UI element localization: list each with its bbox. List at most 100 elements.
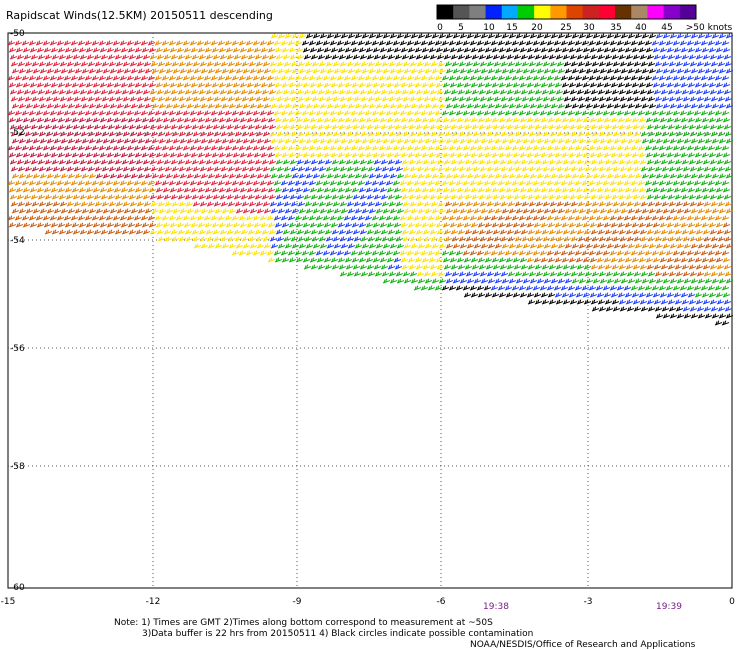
- wind-barb: [590, 229, 599, 235]
- wind-barb: [710, 61, 719, 67]
- wind-barb: [296, 54, 305, 60]
- wind-barb: [294, 75, 303, 81]
- wind-barb: [220, 131, 229, 137]
- wind-barb: [494, 138, 503, 144]
- wind-barb: [441, 285, 450, 291]
- wind-barb: [532, 215, 541, 221]
- wind-barb: [36, 47, 45, 53]
- wind-barb: [295, 82, 304, 88]
- wind-barb: [42, 110, 51, 116]
- wind-barb: [438, 243, 447, 249]
- wind-barb: [644, 215, 653, 221]
- wind-barb: [452, 173, 461, 179]
- wind-barb: [23, 89, 32, 95]
- wind-barb: [161, 145, 170, 151]
- wind-barb: [172, 173, 181, 179]
- wind-barb: [553, 215, 562, 221]
- wind-barb: [51, 229, 60, 235]
- wind-barb: [25, 138, 34, 144]
- wind-barb: [487, 33, 496, 39]
- wind-barb: [429, 54, 438, 60]
- wind-barb: [126, 75, 135, 81]
- wind-barb: [183, 187, 192, 193]
- lat-label-56: -56: [10, 344, 25, 354]
- wind-barb: [273, 180, 282, 186]
- wind-barb: [233, 229, 242, 235]
- wind-barb: [536, 138, 545, 144]
- wind-barb: [105, 110, 114, 116]
- wind-barb: [178, 166, 187, 172]
- wind-barb: [696, 96, 705, 102]
- wind-barb: [498, 187, 507, 193]
- wind-barb: [497, 145, 506, 151]
- wind-barb: [189, 110, 198, 116]
- wind-barb: [254, 194, 263, 200]
- wind-barb: [352, 229, 361, 235]
- wind-barb: [409, 201, 418, 207]
- wind-barb: [485, 194, 494, 200]
- wind-barb: [322, 145, 331, 151]
- wind-barb: [211, 187, 220, 193]
- wind-barb: [113, 82, 122, 88]
- wind-barb: [140, 40, 149, 46]
- wind-barb: [333, 208, 342, 214]
- wind-barb: [480, 173, 489, 179]
- wind-barb: [582, 47, 591, 53]
- wind-barb: [543, 103, 552, 109]
- wind-barb: [707, 180, 716, 186]
- wind-barb: [633, 96, 642, 102]
- wind-barb: [351, 187, 360, 193]
- wind-barb: [716, 159, 725, 165]
- wind-barb: [303, 264, 312, 270]
- wind-barb: [701, 152, 710, 158]
- wind-barb: [585, 243, 594, 249]
- wind-barb: [456, 257, 465, 263]
- wind-barb: [57, 152, 66, 158]
- wind-barb: [430, 271, 439, 277]
- wind-barb: [472, 96, 481, 102]
- wind-barb: [396, 243, 405, 249]
- wind-barb: [80, 131, 89, 137]
- wind-barb: [140, 180, 149, 186]
- wind-barb: [672, 250, 681, 256]
- wind-barb: [422, 124, 431, 130]
- wind-barb: [177, 159, 186, 165]
- wind-barb: [492, 194, 501, 200]
- wind-barb: [25, 68, 34, 74]
- wind-barb: [459, 208, 468, 214]
- wind-barb: [695, 299, 704, 305]
- wind-barb: [688, 194, 697, 200]
- wind-barb: [710, 166, 719, 172]
- wind-barb: [711, 208, 720, 214]
- wind-barb: [443, 89, 452, 95]
- wind-barb: [340, 138, 349, 144]
- wind-barb: [723, 194, 732, 200]
- wind-barb: [214, 243, 223, 249]
- wind-barb: [270, 103, 279, 109]
- wind-barb: [498, 152, 507, 158]
- wind-barb: [232, 222, 241, 228]
- wind-barb: [499, 194, 508, 200]
- wind-barb: [340, 173, 349, 179]
- wind-barb: [606, 173, 615, 179]
- wind-barb: [610, 292, 619, 298]
- wind-barb: [679, 285, 688, 291]
- wind-barb: [437, 201, 446, 207]
- wind-barb: [140, 215, 149, 221]
- wind-barb: [133, 110, 142, 116]
- wind-barb: [93, 159, 102, 165]
- wind-barb: [301, 75, 310, 81]
- wind-barb: [618, 229, 627, 235]
- wind-barb: [683, 208, 692, 214]
- wind-barb: [172, 68, 181, 74]
- wind-barb: [102, 173, 111, 179]
- wind-barb: [443, 124, 452, 130]
- wind-barb: [514, 201, 523, 207]
- wind-barb: [212, 54, 221, 60]
- wind-barb: [581, 250, 590, 256]
- wind-barb: [298, 33, 307, 39]
- wind-barb: [602, 40, 611, 46]
- wind-barb: [164, 131, 173, 137]
- wind-barb: [332, 201, 341, 207]
- wind-barb: [394, 229, 403, 235]
